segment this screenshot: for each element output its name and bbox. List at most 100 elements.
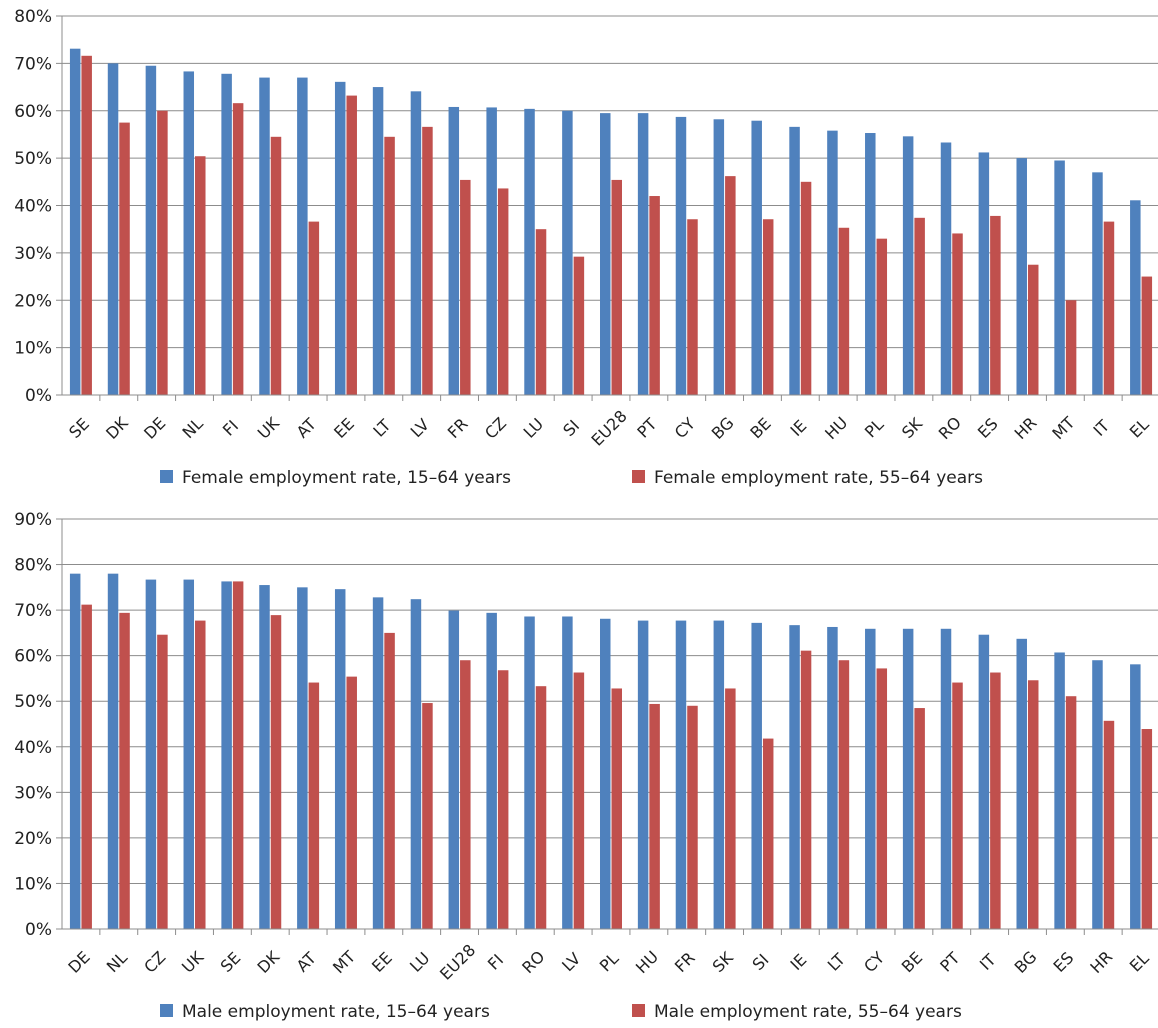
bar-1-eu28[interactable] xyxy=(448,610,460,929)
bar-1-dk[interactable] xyxy=(259,585,270,929)
bar-2-ie[interactable] xyxy=(800,650,812,929)
bar-2-fr[interactable] xyxy=(460,179,471,395)
bar-2-fr[interactable] xyxy=(687,705,698,929)
bar-1-mt[interactable] xyxy=(334,589,346,929)
bar-2-pt[interactable] xyxy=(952,682,963,929)
bar-2-hr[interactable] xyxy=(1027,264,1039,395)
bar-1-it[interactable] xyxy=(1092,172,1103,395)
bar-1-ro[interactable] xyxy=(524,616,535,929)
bar-2-nl[interactable] xyxy=(195,156,206,395)
bar-1-nl[interactable] xyxy=(107,573,119,929)
bar-2-dk[interactable] xyxy=(119,122,130,395)
bar-1-ro[interactable] xyxy=(940,142,952,395)
bar-2-pt[interactable] xyxy=(649,196,660,395)
bar-1-hr[interactable] xyxy=(1016,158,1027,395)
bar-1-fi[interactable] xyxy=(221,73,232,396)
bar-1-de[interactable] xyxy=(145,65,157,396)
bar-1-lt[interactable] xyxy=(827,626,838,929)
bar-2-lu[interactable] xyxy=(422,703,433,929)
bar-1-lt[interactable] xyxy=(372,87,384,395)
bar-1-ie[interactable] xyxy=(789,126,800,396)
bar-1-hr[interactable] xyxy=(1092,660,1103,929)
bar-1-hu[interactable] xyxy=(827,130,838,395)
bar-2-se[interactable] xyxy=(232,581,244,929)
bar-2-bg[interactable] xyxy=(1027,680,1039,929)
bar-2-ie[interactable] xyxy=(800,181,812,395)
bar-1-pt[interactable] xyxy=(940,628,952,929)
bar-2-hu[interactable] xyxy=(838,227,850,395)
bar-2-eu28[interactable] xyxy=(460,660,471,929)
bar-2-hr[interactable] xyxy=(1103,720,1115,929)
bar-1-uk[interactable] xyxy=(183,579,195,929)
bar-2-ro[interactable] xyxy=(952,233,963,395)
bar-2-eu28[interactable] xyxy=(611,179,623,395)
bar-1-bg[interactable] xyxy=(1016,638,1027,929)
bar-2-lu[interactable] xyxy=(535,229,547,395)
bar-2-es[interactable] xyxy=(990,215,1001,395)
bar-2-es[interactable] xyxy=(1065,696,1077,929)
bar-1-cz[interactable] xyxy=(145,579,157,929)
bar-2-ro[interactable] xyxy=(535,686,547,929)
bar-1-lv[interactable] xyxy=(562,616,573,929)
bar-1-cy[interactable] xyxy=(675,116,687,395)
bar-2-be[interactable] xyxy=(762,219,774,395)
bar-2-lv[interactable] xyxy=(422,126,433,396)
bar-2-cz[interactable] xyxy=(157,634,168,929)
bar-1-si[interactable] xyxy=(562,110,573,395)
bar-2-ee[interactable] xyxy=(346,95,357,395)
bar-1-be[interactable] xyxy=(902,628,914,929)
bar-1-it[interactable] xyxy=(978,634,990,929)
bar-1-uk[interactable] xyxy=(259,77,270,396)
bar-2-sk[interactable] xyxy=(725,688,736,929)
bar-2-se[interactable] xyxy=(81,55,92,396)
bar-1-lv[interactable] xyxy=(410,91,422,396)
bar-1-cz[interactable] xyxy=(486,107,497,395)
bar-2-mt[interactable] xyxy=(346,676,357,929)
bar-1-el[interactable] xyxy=(1130,664,1141,929)
bar-2-si[interactable] xyxy=(762,738,774,929)
bar-1-pl[interactable] xyxy=(865,133,876,396)
bar-1-nl[interactable] xyxy=(183,71,195,396)
bar-2-dk[interactable] xyxy=(270,615,282,929)
bar-1-mt[interactable] xyxy=(1054,160,1065,395)
bar-2-nl[interactable] xyxy=(119,612,130,929)
bar-1-dk[interactable] xyxy=(107,63,119,395)
bar-2-hu[interactable] xyxy=(649,703,660,929)
bar-2-it[interactable] xyxy=(1103,221,1115,395)
bar-1-si[interactable] xyxy=(751,622,762,929)
bar-1-se[interactable] xyxy=(69,48,81,395)
bar-2-lv[interactable] xyxy=(573,672,585,929)
bar-1-es[interactable] xyxy=(978,152,990,395)
bar-2-fi[interactable] xyxy=(232,103,244,396)
bar-1-cy[interactable] xyxy=(865,628,876,929)
bar-2-si[interactable] xyxy=(573,256,585,395)
bar-1-lu[interactable] xyxy=(410,599,422,929)
bar-1-fr[interactable] xyxy=(675,620,687,929)
bar-2-lt[interactable] xyxy=(838,660,850,929)
bar-1-pt[interactable] xyxy=(637,113,649,396)
bar-1-fi[interactable] xyxy=(486,612,497,929)
bar-2-lt[interactable] xyxy=(384,136,395,395)
bar-1-be[interactable] xyxy=(751,120,762,395)
bar-1-el[interactable] xyxy=(1130,200,1141,395)
bar-1-eu28[interactable] xyxy=(600,113,611,396)
bar-2-sk[interactable] xyxy=(914,217,925,395)
bar-1-sk[interactable] xyxy=(713,620,725,929)
bar-1-de[interactable] xyxy=(69,573,81,929)
bar-2-it[interactable] xyxy=(990,672,1001,929)
bar-1-sk[interactable] xyxy=(902,136,914,395)
bar-1-ee[interactable] xyxy=(334,81,346,395)
bar-2-at[interactable] xyxy=(308,221,320,395)
bar-2-pl[interactable] xyxy=(611,688,623,929)
bar-2-de[interactable] xyxy=(81,604,92,929)
bar-1-bg[interactable] xyxy=(713,119,725,395)
bar-2-cy[interactable] xyxy=(687,219,698,395)
bar-2-at[interactable] xyxy=(308,682,320,929)
bar-1-fr[interactable] xyxy=(448,106,460,396)
bar-1-pl[interactable] xyxy=(600,618,611,929)
bar-2-cz[interactable] xyxy=(497,188,509,395)
bar-2-be[interactable] xyxy=(914,708,925,929)
bar-2-uk[interactable] xyxy=(195,620,206,929)
bar-1-lu[interactable] xyxy=(524,108,535,395)
bar-1-hu[interactable] xyxy=(637,620,649,929)
